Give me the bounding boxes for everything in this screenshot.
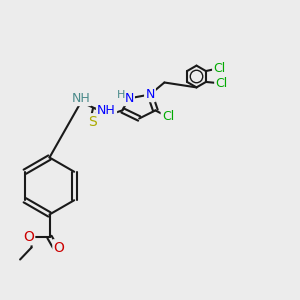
Text: NH: NH <box>72 92 90 105</box>
Text: Cl: Cl <box>215 77 228 90</box>
Text: NH: NH <box>97 103 116 117</box>
Text: Cl: Cl <box>213 61 226 75</box>
Text: O: O <box>23 230 34 244</box>
Text: H: H <box>116 90 125 100</box>
Text: Cl: Cl <box>162 110 174 124</box>
Text: O: O <box>54 241 64 254</box>
Text: N: N <box>145 88 155 101</box>
Text: N: N <box>124 92 134 105</box>
Text: S: S <box>88 115 97 128</box>
